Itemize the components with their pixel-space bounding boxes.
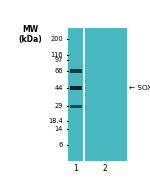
Text: 2: 2 <box>103 164 108 173</box>
Bar <box>70 86 82 90</box>
Text: 66: 66 <box>54 68 63 74</box>
Bar <box>68 28 127 161</box>
Bar <box>70 69 82 73</box>
Bar <box>70 105 82 108</box>
Text: 44: 44 <box>54 85 63 91</box>
Text: MW
(kDa): MW (kDa) <box>18 25 42 44</box>
Text: 14: 14 <box>55 126 63 132</box>
Text: 200: 200 <box>50 36 63 42</box>
Text: 116: 116 <box>50 52 63 58</box>
Text: 29: 29 <box>55 103 63 109</box>
Text: 97: 97 <box>55 57 63 63</box>
Text: 6: 6 <box>59 142 63 148</box>
Text: 18.4: 18.4 <box>48 118 63 124</box>
Text: ← SOX17: ← SOX17 <box>129 85 150 91</box>
Text: 1: 1 <box>73 164 78 173</box>
